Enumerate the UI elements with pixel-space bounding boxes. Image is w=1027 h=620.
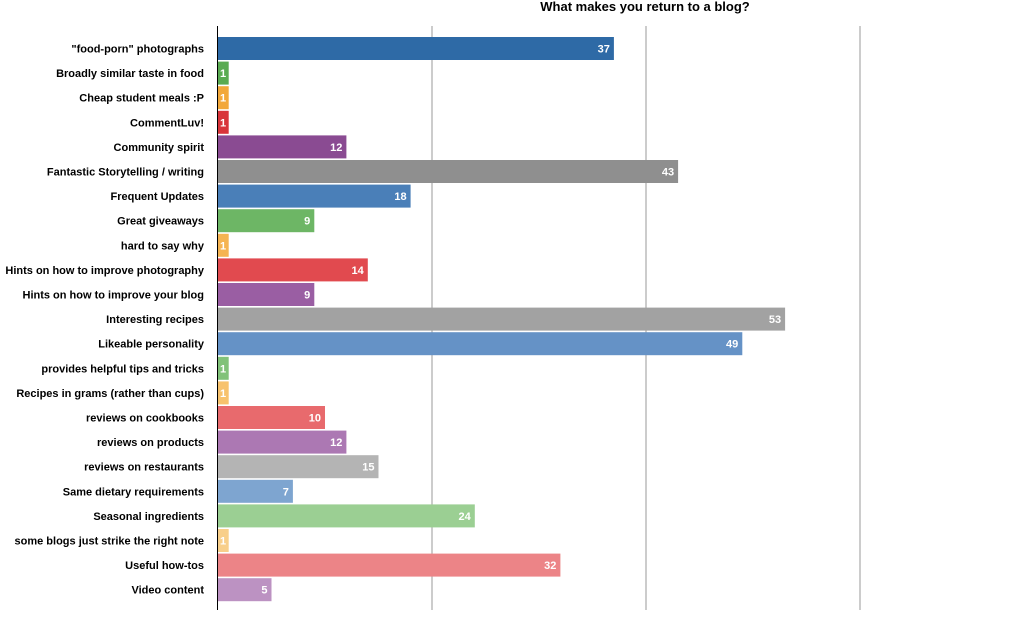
bar-value-label: 14 [352,265,365,277]
bar [218,529,229,552]
bar-value-label: 1 [220,536,226,548]
bars: 37 1 1 1 12 43 18 9 1 14 9 53 49 1 1 10 12 15 7 24 1 32 5 [218,37,786,602]
bar-value-label: 7 [283,486,289,498]
bar [218,86,229,110]
bar-value-label: 9 [304,216,310,228]
bar [218,233,229,257]
category-label: reviews on products [97,437,204,449]
bar-value-label: 10 [309,413,321,425]
category-label: Seasonal ingredients [93,511,204,523]
bar [218,430,347,454]
category-label: Useful how-tos [125,560,204,572]
bar [218,356,229,380]
category-label: reviews on restaurants [84,462,204,474]
bar-value-label: 12 [330,142,342,154]
bar [218,160,679,183]
category-label: Frequent Updates [110,191,204,203]
bar-value-label: 1 [220,363,226,375]
bar [218,553,561,577]
bar-value-label: 1 [220,93,226,105]
bar [218,135,347,159]
bar-value-label: 18 [394,191,406,203]
category-label: reviews on cookbooks [86,413,204,425]
bar [218,283,315,306]
category-label: Cheap student meals :P [79,93,204,105]
bar [218,37,614,60]
bar [218,184,411,208]
category-label: Hints on how to improve your blog [23,290,205,302]
category-label: provides helpful tips and tricks [41,363,204,375]
category-label: Great giveaways [117,216,204,228]
category-labels: "food-porn" photographs Broadly similar t… [5,44,204,597]
bar [218,61,229,85]
category-label: Community spirit [114,142,205,154]
category-label: Recipes in grams (rather than cups) [16,388,204,400]
bar-value-label: 5 [261,585,267,597]
category-label: Video content [131,585,204,597]
bar-value-label: 1 [220,240,226,252]
category-label: Hints on how to improve photography [5,265,204,277]
category-label: Interesting recipes [106,314,204,326]
bar-value-label: 24 [459,511,472,523]
category-label: some blogs just strike the right note [15,536,204,548]
bar [218,332,743,356]
bar-value-label: 1 [220,117,226,129]
category-label: Same dietary requirements [63,486,204,498]
bar [218,406,325,429]
bar [218,110,229,134]
category-label: hard to say why [121,240,205,252]
chart-title: What makes you return to a blog? [540,0,750,14]
bar-value-label: 53 [769,314,781,326]
category-label: Fantastic Storytelling / writing [47,167,204,179]
bar-value-label: 9 [304,290,310,302]
bar-value-label: 49 [726,339,738,351]
bar [218,504,475,528]
category-label: Broadly similar taste in food [56,68,204,80]
bar [218,578,272,602]
bar-value-label: 1 [220,68,226,80]
category-label: "food-porn" photographs [71,44,204,56]
bar-value-label: 37 [598,44,610,56]
category-label: Likeable personality [98,339,205,351]
bar-value-label: 32 [544,560,556,572]
bar-value-label: 43 [662,167,674,179]
bar [218,307,786,331]
bar [218,258,368,282]
bar [218,381,229,405]
bar-value-label: 12 [330,437,342,449]
bar [218,209,315,233]
bar [218,479,293,503]
bar-value-label: 15 [362,462,374,474]
bar-value-label: 1 [220,388,226,400]
category-label: CommentLuv! [130,117,204,129]
bar [218,455,379,479]
